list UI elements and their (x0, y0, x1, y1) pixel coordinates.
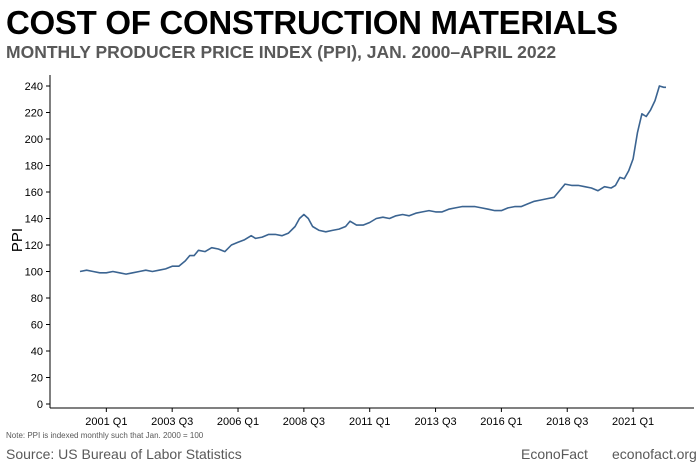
y-tick-label: 140 (25, 214, 43, 226)
chart-title: COST OF CONSTRUCTION MATERIALS (6, 4, 618, 41)
x-tick-label: 2016 Q1 (480, 416, 522, 428)
x-axis-ticks: 2001 Q1 2003 Q3 2006 Q1 2008 Q3 2011 Q1 2013 … (85, 408, 654, 428)
x-tick-label: 2001 Q1 (85, 416, 127, 428)
y-axis-label: PPI (9, 228, 26, 252)
source-text: Source: US Bureau of Labor Statistics (6, 446, 242, 462)
y-tick-label: 0 (37, 399, 43, 411)
y-tick-label: 20 (31, 373, 43, 385)
x-tick-label: 2021 Q1 (612, 416, 654, 428)
chart-subtitle: MONTHLY PRODUCER PRICE INDEX (PPI), JAN.… (6, 42, 557, 62)
y-tick-label: 240 (25, 81, 43, 93)
y-tick-label: 200 (25, 134, 43, 146)
x-tick-label: 2006 Q1 (217, 416, 259, 428)
brand-name: EconoFact (521, 446, 588, 462)
y-axis-ticks: 0 20 40 60 80 100 120 140 160 180 200 220 240 (25, 81, 50, 411)
x-tick-label: 2011 Q1 (349, 416, 390, 428)
y-tick-label: 40 (31, 346, 43, 358)
x-tick-label: 2003 Q3 (151, 416, 193, 428)
y-tick-label: 60 (31, 320, 43, 332)
footnote: Note: PPI is indexed monthly such that J… (6, 431, 204, 440)
ppi-series-line (79, 85, 666, 275)
y-tick-label: 80 (31, 293, 43, 305)
line-chart: 0 20 40 60 80 100 120 140 160 180 200 220 240 2001 Q… (9, 75, 694, 428)
site-url: econofact.org (612, 446, 697, 462)
y-tick-label: 120 (25, 240, 43, 252)
y-tick-label: 180 (25, 161, 43, 173)
y-tick-label: 100 (25, 267, 43, 279)
x-tick-label: 2008 Q3 (283, 416, 325, 428)
x-tick-label: 2013 Q3 (414, 416, 456, 428)
y-tick-label: 160 (25, 187, 43, 199)
y-tick-label: 220 (25, 108, 43, 120)
x-tick-label: 2018 Q3 (546, 416, 588, 428)
